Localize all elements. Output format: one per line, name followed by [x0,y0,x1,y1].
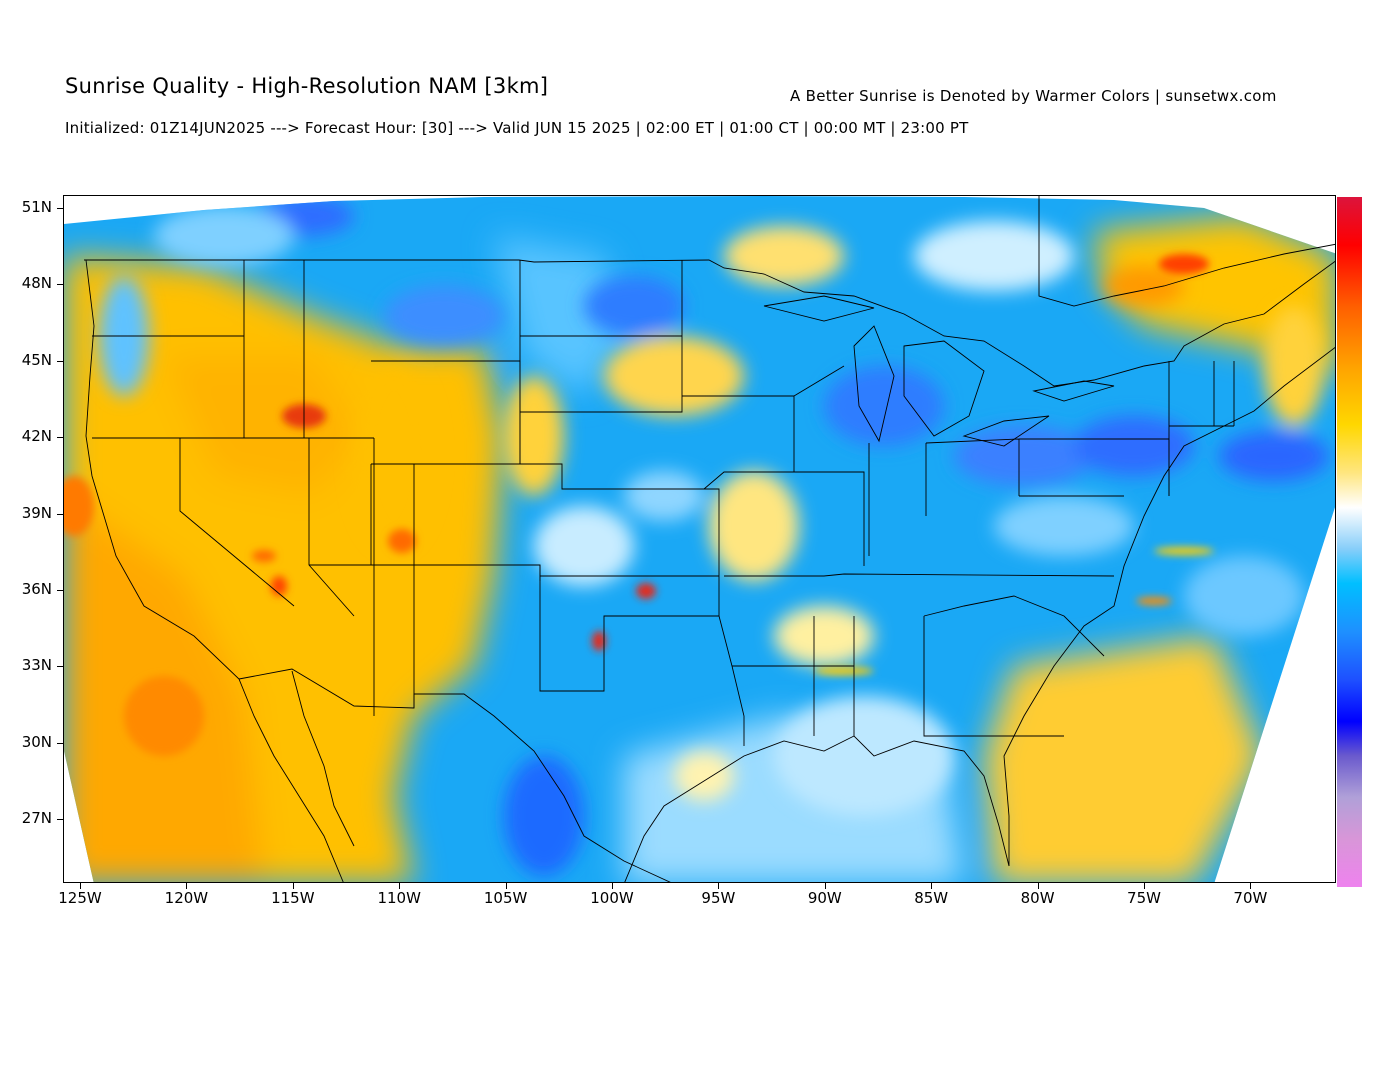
lat-label: 45N [21,350,52,369]
lon-label: 120W [164,889,209,907]
lon-tick [186,883,188,889]
lat-tick [57,360,63,362]
lon-tick [824,883,826,889]
lon-tick [931,883,933,889]
lon-tick [505,883,507,889]
lon-tick [1250,883,1252,889]
lon-tick [612,883,613,889]
colorbar [1337,197,1362,887]
map-title: Sunrise Quality - High-Resolution NAM [3… [65,74,549,98]
lat-label: 30N [21,732,52,751]
lon-tick [399,883,401,889]
lon-tick [292,883,294,889]
lat-label: 39N [21,503,52,522]
lon-label: 115W [271,889,315,907]
lon-label: 105W [483,889,528,907]
lon-label: 75W [1127,889,1161,907]
map-canvas [64,196,1335,882]
lon-label: 110W [377,889,421,907]
lon-label: 95W [701,889,736,907]
lon-label: 100W [590,889,634,907]
lat-tick [57,819,63,821]
lat-label: 51N [21,198,52,216]
lat-tick [57,513,63,515]
lon-label: 90W [807,889,842,907]
lon-tick [718,883,720,889]
lon-label: 125W [58,889,102,907]
sunrise-quality-field [64,196,1335,882]
lat-label: 42N [21,427,52,446]
lat-label: 27N [21,809,52,828]
map-subtitle: A Better Sunrise is Denoted by Warmer Co… [790,87,1277,105]
lat-label: 48N [21,274,52,293]
lat-tick [57,742,63,744]
lat-tick [57,437,63,439]
lon-label: 70W [1233,889,1268,907]
lat-tick [57,284,63,286]
lat-tick [57,208,63,209]
lon-label: 85W [914,889,949,907]
boundary-lines [84,196,1335,882]
lon-tick [80,883,81,889]
lat-label: 33N [21,656,52,675]
lat-tick [57,590,63,591]
forecast-init-line: Initialized: 01Z14JUN2025 ---> Forecast … [65,119,969,137]
lon-tick [1037,883,1039,889]
lon-tick [1144,883,1145,889]
lon-label: 80W [1020,889,1055,907]
lat-tick [57,666,63,668]
lat-label: 36N [21,580,52,598]
forecast-map[interactable] [63,195,1336,883]
